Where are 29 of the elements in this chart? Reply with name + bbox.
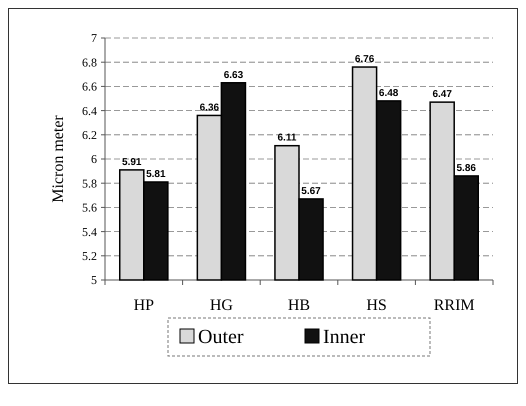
y-tick-label: 5 xyxy=(91,273,97,288)
data-label: 6.63 xyxy=(224,70,244,81)
y-tick-label: 5.2 xyxy=(82,249,97,263)
data-label: 5.81 xyxy=(146,168,166,180)
data-label: 5.67 xyxy=(301,186,322,197)
legend-label: Inner xyxy=(323,326,366,348)
data-label: 6.47 xyxy=(432,89,452,100)
data-label: 5.86 xyxy=(456,162,476,174)
y-tick-label: 6 xyxy=(91,152,97,166)
x-tick-label: HP xyxy=(134,297,154,314)
y-tick-label: 6.6 xyxy=(82,80,97,94)
x-tick-label: RRIM xyxy=(434,297,475,314)
y-tick-label: 7 xyxy=(91,31,97,46)
x-tick-label: HS xyxy=(366,297,387,314)
legend-label: Outer xyxy=(198,326,244,348)
y-tick-label: 6.8 xyxy=(82,55,97,70)
y-tick-label: 5.6 xyxy=(82,200,97,215)
data-label: 6.11 xyxy=(278,132,297,144)
data-label: 5.91 xyxy=(122,156,142,168)
data-label: 6.48 xyxy=(378,88,399,99)
y-axis-title: Micron meter xyxy=(50,114,67,203)
data-label: 6.76 xyxy=(354,54,375,66)
x-tick-label: HG xyxy=(210,297,234,314)
x-tick-label: HB xyxy=(288,297,310,314)
y-tick-label: 6.2 xyxy=(82,128,97,142)
y-tick-label: 5.4 xyxy=(82,224,97,239)
data-label: 6.36 xyxy=(200,102,220,114)
y-tick-label: 6.4 xyxy=(82,104,97,118)
y-tick-label: 5.8 xyxy=(82,176,97,190)
